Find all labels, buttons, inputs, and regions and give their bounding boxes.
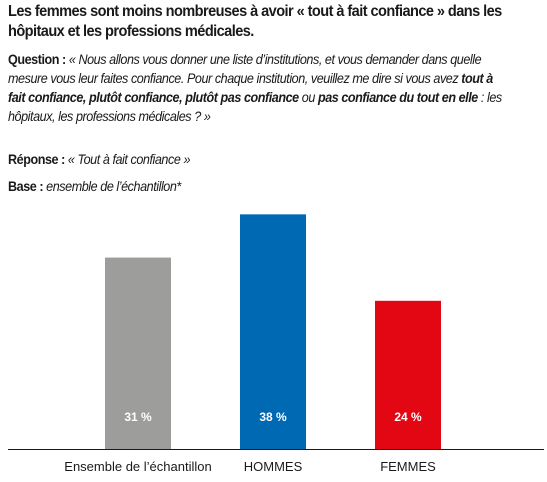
question-text-2: ou	[298, 89, 318, 105]
category-label-2: HOMMES	[244, 459, 303, 474]
question-options-1: tout à fait confiance, plutôt confiance,…	[8, 70, 493, 105]
bar-value-label-1: 31 %	[124, 410, 152, 424]
base-block: Base : ensemble de l’échantillon*	[8, 177, 512, 196]
reponse-label: Réponse :	[8, 151, 65, 167]
bar-2	[240, 214, 306, 449]
base-label: Base :	[8, 178, 44, 194]
bar-value-label-3: 24 %	[394, 410, 422, 424]
category-label-3: FEMMES	[380, 459, 436, 474]
base-value: ensemble de l’échantillon*	[43, 178, 181, 194]
reponse-block: Réponse : « Tout à fait confiance »	[8, 150, 512, 169]
question-options-2: pas confiance du tout en elle	[317, 89, 478, 105]
bar-1	[105, 257, 171, 449]
chart-title: Les femmes sont moins nombreuses à avoir…	[8, 3, 502, 40]
question-text-1: « Nous allons vous donner une liste d’in…	[8, 51, 482, 86]
bar-value-label-2: 38 %	[259, 410, 287, 424]
question-label: Question :	[8, 51, 66, 67]
category-label-1: Ensemble de l’échantillon	[64, 459, 211, 474]
question-block: Question : « Nous allons vous donner une…	[8, 50, 512, 126]
reponse-value: « Tout à fait confiance »	[64, 151, 191, 167]
question-text-3: : les hôpitaux, les professions médicale…	[8, 89, 502, 124]
bar-3	[375, 300, 441, 449]
